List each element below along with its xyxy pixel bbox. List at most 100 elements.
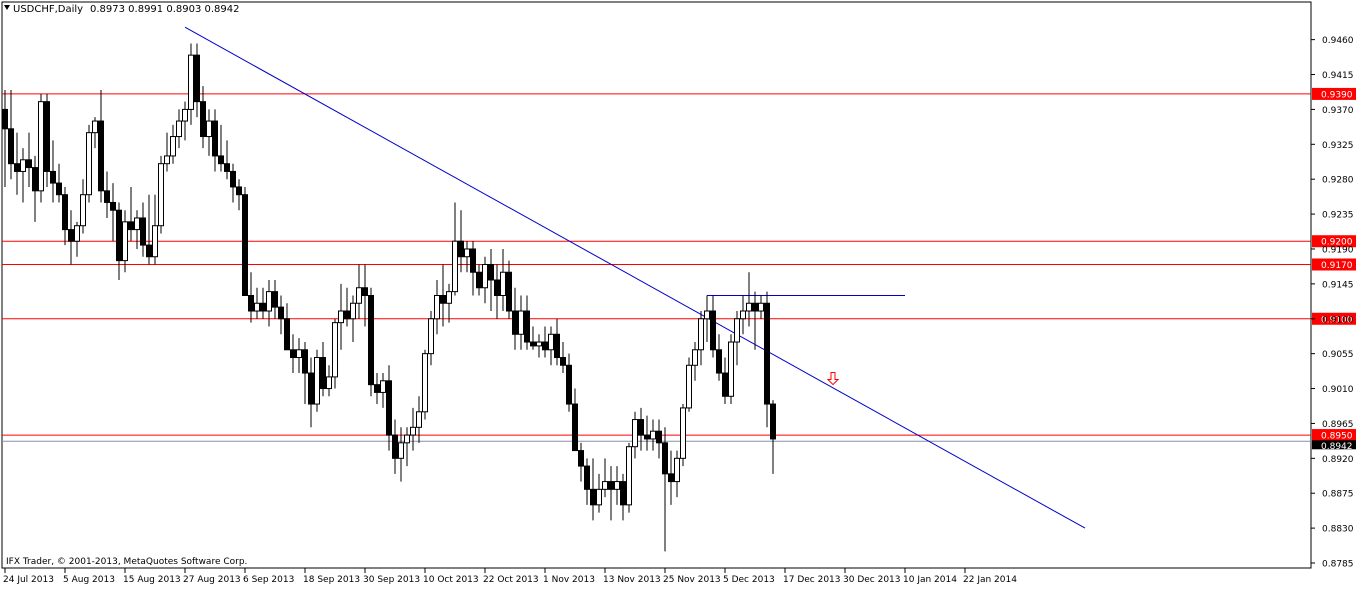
candle[interactable]	[710, 295, 716, 358]
candle[interactable]	[32, 155, 38, 222]
candle[interactable]	[482, 256, 488, 304]
candle[interactable]	[374, 373, 380, 405]
candle[interactable]	[404, 427, 410, 467]
candle[interactable]	[770, 400, 776, 474]
candle[interactable]	[764, 291, 770, 428]
descending-trendline[interactable]	[184, 26, 1086, 529]
candle[interactable]	[80, 179, 86, 234]
candle[interactable]	[440, 264, 446, 327]
candle[interactable]	[254, 287, 260, 319]
candle[interactable]	[242, 186, 248, 296]
candle[interactable]	[650, 419, 656, 451]
candle[interactable]	[698, 311, 704, 366]
candle[interactable]	[386, 365, 392, 451]
candle[interactable]	[608, 466, 614, 521]
candle[interactable]	[464, 241, 470, 273]
candle[interactable]	[656, 419, 662, 459]
candle[interactable]	[266, 279, 272, 327]
candle[interactable]	[302, 342, 308, 405]
candle[interactable]	[488, 248, 494, 312]
candle[interactable]	[62, 186, 68, 246]
candle[interactable]	[38, 93, 44, 203]
candle[interactable]	[212, 109, 218, 172]
candle[interactable]	[716, 334, 722, 381]
candle[interactable]	[338, 283, 344, 350]
candle[interactable]	[194, 43, 200, 118]
candle[interactable]	[152, 194, 158, 265]
candle[interactable]	[326, 365, 332, 397]
candle[interactable]	[14, 132, 20, 195]
candle[interactable]	[44, 93, 50, 187]
candle[interactable]	[110, 183, 116, 242]
candle[interactable]	[20, 148, 26, 203]
candle[interactable]	[548, 326, 554, 366]
candle[interactable]	[26, 132, 32, 187]
candle[interactable]	[92, 117, 98, 149]
candle[interactable]	[584, 458, 590, 505]
candle[interactable]	[680, 404, 686, 467]
time-axis[interactable]: 24 Jul 2013 5 Aug 2013 15 Aug 2013 27 Aug 2…	[3, 568, 1017, 585]
candle[interactable]	[224, 140, 230, 180]
candle[interactable]	[434, 279, 440, 335]
candle[interactable]	[422, 349, 428, 420]
candle[interactable]	[728, 334, 734, 405]
candle[interactable]	[572, 388, 578, 452]
candle[interactable]	[542, 326, 548, 358]
candle[interactable]	[230, 163, 236, 203]
candle[interactable]	[134, 210, 140, 249]
candle[interactable]	[332, 318, 338, 389]
candle[interactable]	[356, 264, 362, 319]
candle[interactable]	[2, 90, 8, 187]
price-axis[interactable]: 0.9460 0.9415 0.9370 0.9325 0.9280 0.9235 0.91…	[1311, 36, 1354, 570]
candle[interactable]	[248, 272, 254, 323]
candle[interactable]	[452, 202, 458, 296]
candle[interactable]	[290, 334, 296, 374]
candle[interactable]	[380, 373, 386, 408]
candle[interactable]	[392, 419, 398, 474]
candle[interactable]	[296, 338, 302, 374]
candle[interactable]	[734, 311, 740, 366]
candle[interactable]	[362, 264, 368, 327]
candle[interactable]	[602, 458, 608, 498]
candle[interactable]	[536, 334, 542, 358]
candle[interactable]	[704, 295, 710, 343]
candle[interactable]	[428, 311, 434, 366]
candle[interactable]	[674, 450, 680, 498]
candle[interactable]	[758, 295, 764, 319]
candle[interactable]	[320, 342, 326, 397]
candle[interactable]	[524, 295, 530, 350]
candle[interactable]	[746, 272, 752, 327]
candle[interactable]	[620, 473, 626, 521]
candle[interactable]	[314, 349, 320, 412]
candle[interactable]	[116, 202, 122, 280]
candle[interactable]	[566, 353, 572, 412]
candle[interactable]	[158, 155, 164, 234]
candle[interactable]	[122, 210, 128, 273]
candle[interactable]	[596, 473, 602, 513]
candle[interactable]	[668, 450, 674, 505]
candle[interactable]	[260, 287, 266, 319]
candle[interactable]	[368, 287, 374, 397]
candle[interactable]	[398, 427, 404, 482]
candle[interactable]	[458, 210, 464, 273]
candle[interactable]	[86, 124, 92, 203]
candle[interactable]	[218, 124, 224, 172]
candle[interactable]	[494, 264, 500, 319]
candle[interactable]	[278, 295, 284, 335]
candle[interactable]	[206, 109, 212, 156]
candle[interactable]	[104, 171, 110, 218]
candle[interactable]	[200, 86, 206, 149]
candle[interactable]	[518, 295, 524, 350]
candle[interactable]	[692, 342, 698, 381]
candle[interactable]	[638, 407, 644, 451]
candle[interactable]	[470, 241, 476, 296]
candle[interactable]	[98, 90, 104, 203]
candle[interactable]	[182, 101, 188, 141]
candle[interactable]	[68, 210, 74, 265]
candle[interactable]	[626, 442, 632, 513]
candle[interactable]	[140, 202, 146, 257]
candle[interactable]	[410, 407, 416, 451]
candle[interactable]	[722, 357, 728, 405]
candle[interactable]	[578, 442, 584, 482]
candle[interactable]	[530, 326, 536, 350]
